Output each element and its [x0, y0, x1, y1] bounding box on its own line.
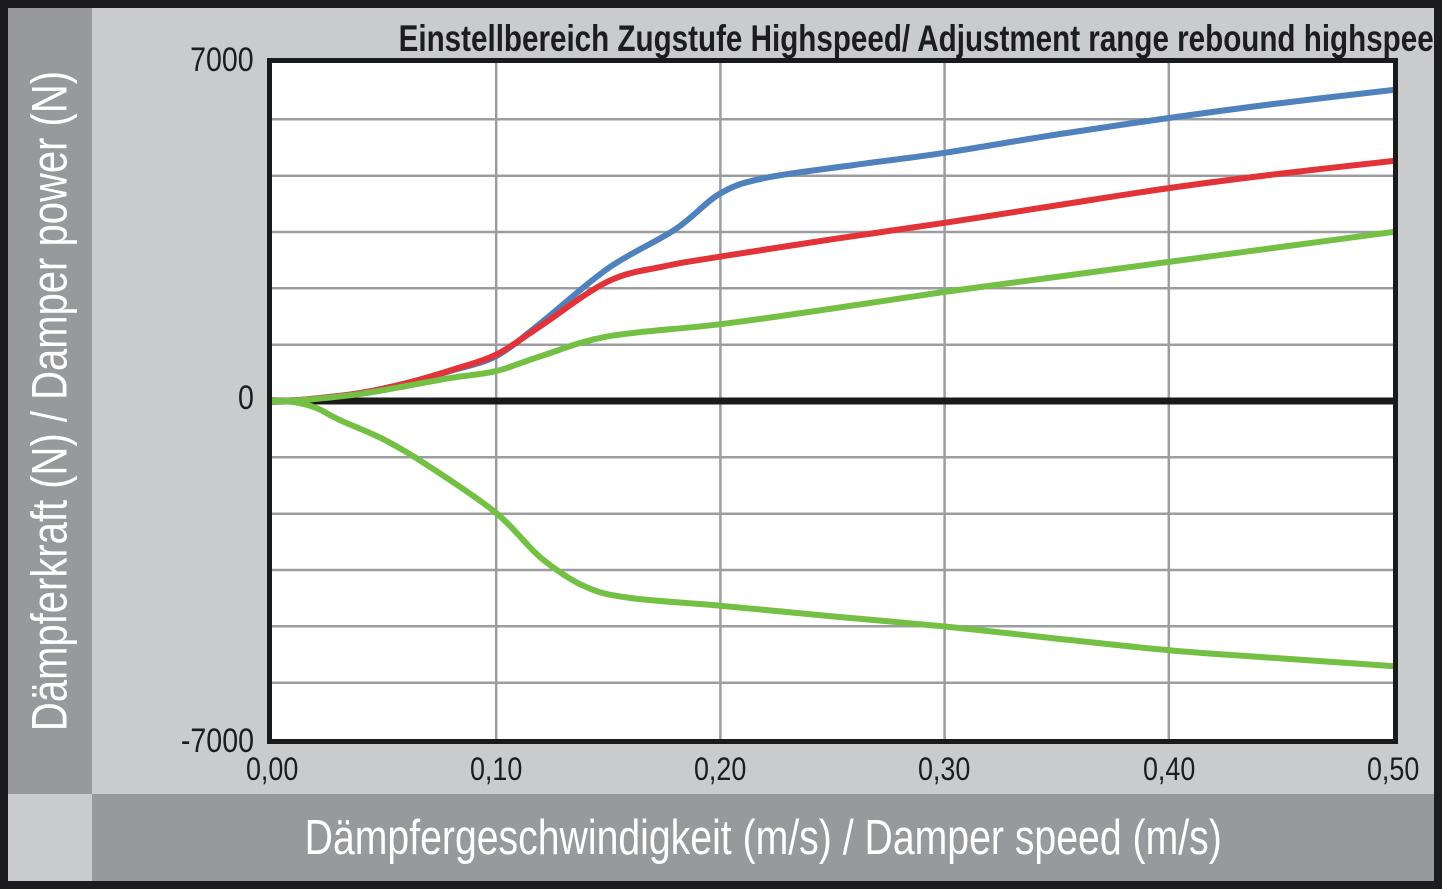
x-tick-0-20: 0,20: [693, 751, 747, 787]
green-lower-limit-curve: [272, 229, 1393, 404]
green-negative-rebound-curve: [272, 398, 1393, 670]
x-tick-0-00: 0,00: [245, 751, 299, 787]
chart-title: Einstellbereich Zugstufe Highspeed/ Adju…: [267, 16, 1442, 62]
plot-area: [267, 58, 1398, 744]
x-axis-title-bar: Dämpfergeschwindigkeit (m/s) / Damper sp…: [92, 794, 1434, 881]
chart-region: Einstellbereich Zugstufe Highspeed/ Adju…: [92, 8, 1442, 794]
y-tick-7000: 7000: [190, 41, 254, 79]
x-axis-title: Dämpfergeschwindigkeit (m/s) / Damper sp…: [304, 810, 1222, 865]
x-tick-0-10: 0,10: [469, 751, 523, 787]
y-axis-title-bar: Dämpferkraft (N) / Damper power (N): [8, 8, 92, 794]
y-tick-minus-7000: -7000: [180, 722, 254, 760]
chart-canvas: [272, 63, 1393, 739]
blue-upper-limit-curve: [272, 87, 1393, 404]
x-tick-0-50: 0,50: [1366, 751, 1420, 787]
x-tick-0-40: 0,40: [1142, 751, 1196, 787]
y-tick-0: 0: [238, 379, 254, 417]
red-middle-curve: [272, 158, 1393, 404]
x-tick-0-30: 0,30: [917, 751, 971, 787]
y-axis-title: Dämpferkraft (N) / Damper power (N): [22, 70, 78, 732]
chart-title-text: Einstellbereich Zugstufe Highspeed/ Adju…: [398, 18, 1442, 59]
corner-spacer: [8, 794, 92, 881]
